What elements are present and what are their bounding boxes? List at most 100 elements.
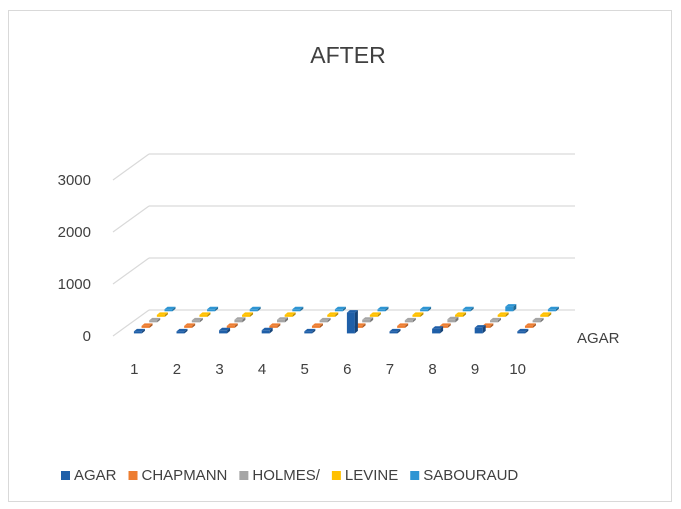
bar-side	[370, 317, 374, 323]
bar-levine-9	[497, 314, 506, 317]
bar-top	[292, 306, 304, 310]
bar-sabouraud-10	[547, 309, 556, 312]
legend-label: SABOURAUD	[423, 467, 518, 484]
bar-top	[261, 327, 273, 331]
bar-holmes-4	[277, 319, 285, 323]
bar-side	[300, 306, 304, 312]
bar-top	[389, 328, 401, 332]
bar-top	[164, 306, 176, 310]
bar-top	[377, 306, 389, 310]
bar-chapmann-8	[439, 325, 448, 328]
bar-side	[540, 317, 544, 323]
bar-chapmann-9	[482, 325, 491, 328]
legend-swatch	[128, 471, 138, 480]
gridline-side	[112, 309, 150, 337]
bar-top	[505, 304, 517, 307]
x-tick-label: 4	[258, 361, 266, 378]
bar-holmes-3	[234, 319, 243, 323]
bar-top	[133, 328, 145, 332]
bar-levine-6	[369, 314, 378, 317]
bar-top	[490, 317, 501, 321]
bar-top	[432, 326, 444, 329]
legend-item-levine: LEVINE	[331, 467, 398, 484]
bar-sabouraud-3	[249, 309, 258, 312]
bar-side	[555, 306, 559, 312]
bar-side	[548, 312, 552, 317]
bar-agar-1	[133, 331, 142, 334]
bar-side	[385, 306, 389, 312]
bar-chapmann-5	[311, 325, 320, 328]
bar-top	[156, 312, 168, 315]
bar-side	[513, 304, 517, 312]
x-tick-label: 3	[215, 361, 223, 378]
bar-top	[304, 328, 316, 332]
bar-side	[157, 317, 161, 323]
bar-side	[292, 312, 296, 317]
bar-levine-2	[199, 314, 208, 317]
x-axis-ticks: 1 2 3 4 5 6 7 8 9 10	[130, 361, 526, 378]
bar-chapmann-1	[141, 325, 150, 328]
bar-side	[335, 312, 339, 317]
y-tick-label: 0	[83, 328, 91, 345]
bar-levine-7	[412, 314, 421, 317]
legend-label: AGAR	[74, 467, 117, 484]
bar-side	[354, 310, 358, 334]
bar-side	[234, 323, 238, 328]
bar-side	[505, 312, 509, 317]
bar-top	[242, 312, 254, 315]
bar-side	[215, 306, 219, 312]
bar-top	[420, 306, 432, 310]
bar-top	[284, 312, 296, 315]
bar-top	[249, 306, 261, 310]
bar-top	[462, 306, 474, 310]
bar-top	[524, 323, 536, 326]
gridline-side	[112, 205, 150, 233]
bar-top	[346, 310, 358, 313]
bar-levine-8	[455, 314, 464, 317]
chart-canvas: AFTER 0 1000 2000 3000 1 2 3 4 5 6 7 8 9 10 AGAR AGA…	[58, 42, 620, 484]
bar-side	[440, 326, 444, 334]
bars	[133, 304, 559, 334]
bar-sabouraud-9	[505, 306, 514, 312]
bar-side	[327, 317, 331, 323]
bar-holmes-9	[490, 320, 498, 323]
bar-top	[207, 306, 219, 310]
bar-levine-4	[284, 314, 293, 317]
bar-chapmann-7	[397, 325, 406, 328]
bar-top	[149, 317, 161, 321]
bar-side	[172, 306, 176, 312]
bar-chapmann-2	[184, 325, 193, 328]
bar-holmes-6	[362, 319, 371, 323]
bar-top	[404, 317, 416, 321]
legend-swatch	[61, 471, 70, 480]
bar-side	[149, 323, 153, 328]
legend-swatch	[410, 471, 420, 480]
bar-top	[184, 323, 196, 326]
bar-side	[141, 328, 145, 334]
bar-holmes-5	[319, 320, 328, 323]
bar-agar-2	[176, 331, 185, 334]
y-axis-ticks: 0 1000 2000 3000	[58, 172, 91, 345]
legend-swatch	[239, 471, 249, 480]
bar-chapmann-6	[354, 325, 363, 328]
x-tick-label: 10	[509, 361, 526, 378]
bar-top	[199, 312, 211, 315]
bar-top	[191, 317, 203, 321]
gridline-side	[112, 257, 150, 285]
bar-top	[540, 312, 552, 315]
bar-levine-5	[327, 314, 336, 317]
x-tick-label: 8	[428, 361, 436, 378]
legend-item-chapmann: CHAPMANN	[128, 467, 227, 484]
bar-sabouraud-2	[207, 309, 216, 312]
bar-side	[250, 312, 254, 317]
bar-holmes-7	[404, 320, 413, 323]
bar-top	[474, 325, 486, 328]
bar-levine-10	[540, 314, 549, 317]
bar-agar-7	[389, 331, 398, 334]
bar-chapmann-10	[524, 325, 533, 328]
bar-agar-4	[261, 330, 270, 334]
bar-sabouraud-8	[462, 309, 471, 312]
bar-top	[447, 316, 459, 320]
depth-axis-label: AGAR	[577, 330, 620, 347]
bar-top	[397, 323, 409, 326]
